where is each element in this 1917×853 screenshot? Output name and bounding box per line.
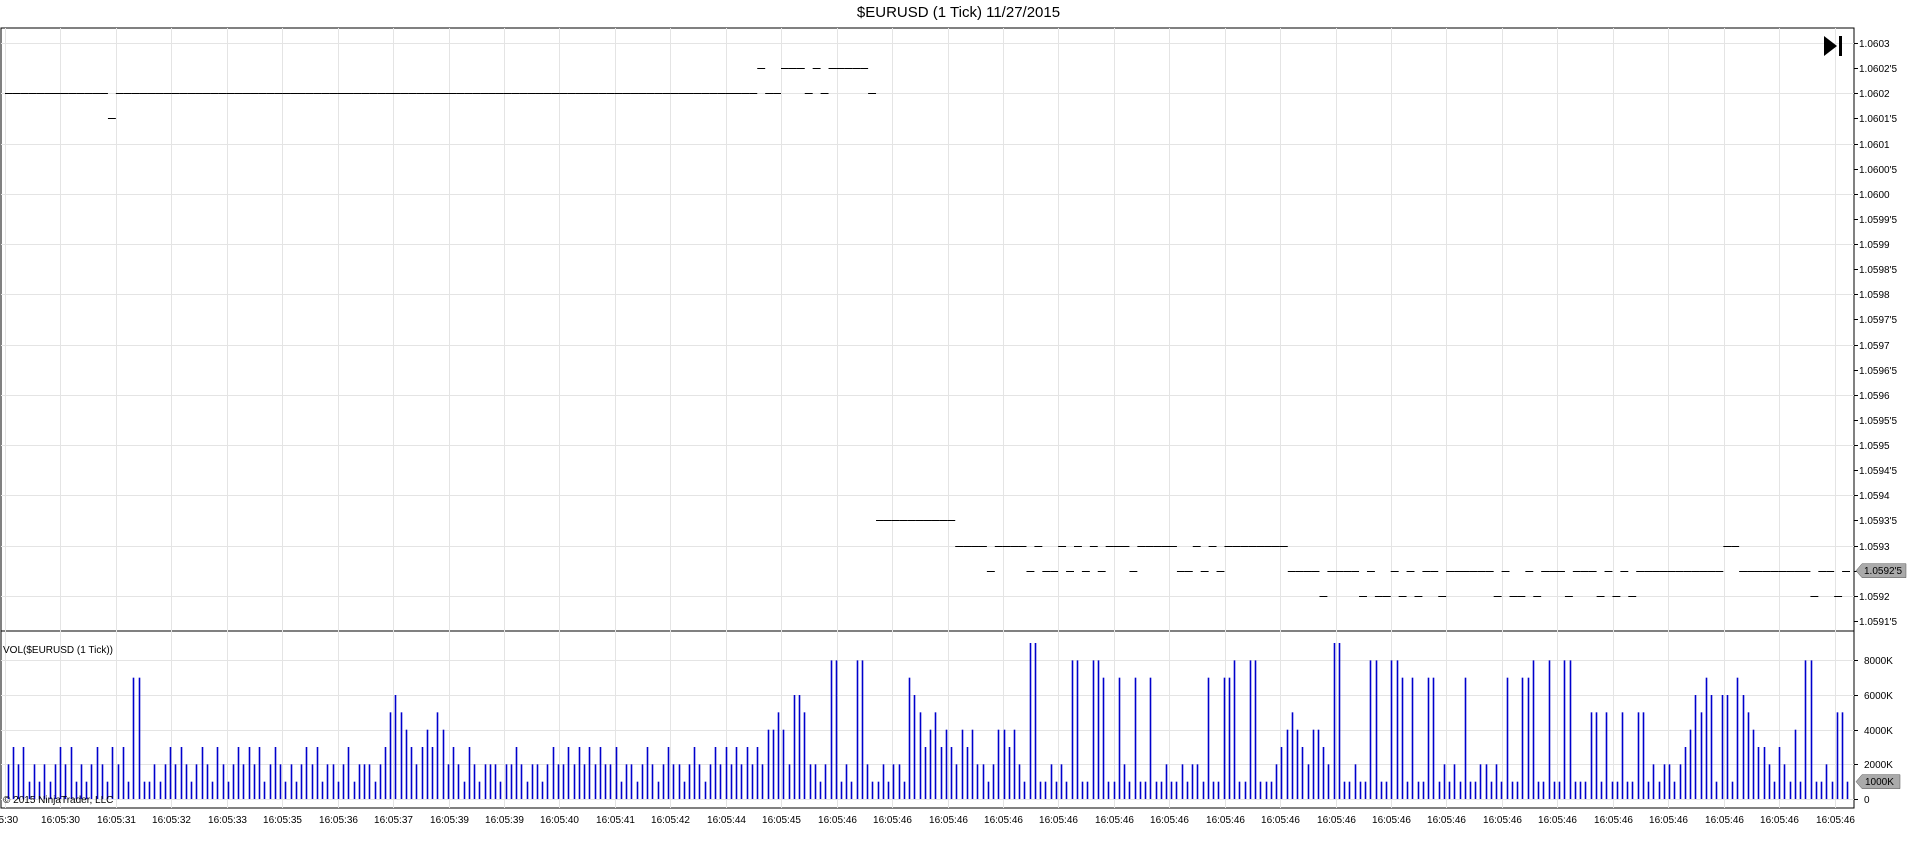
last-price-label: 1.0592'5: [1864, 566, 1902, 577]
time-tick-label: 16:05:46: [1427, 815, 1466, 826]
time-tick-label: 16:05:46: [1594, 815, 1633, 826]
time-tick-label: 16:05:39: [430, 815, 469, 826]
price-tick-label: 1.0598'5: [1859, 265, 1897, 276]
time-tick-label: 16:05:46: [818, 815, 857, 826]
time-tick-label: 16:05:39: [485, 815, 524, 826]
price-tick-label: 1.0593: [1859, 542, 1890, 553]
time-tick-label: 16:05:33: [208, 815, 247, 826]
time-tick-label: 16:05:46: [1150, 815, 1189, 826]
time-tick-label: 16:05:46: [1705, 815, 1744, 826]
time-tick-label: 05:30: [0, 815, 18, 826]
last-price-marker: 1.0592'5: [1855, 563, 1907, 578]
time-tick-label: 16:05:36: [319, 815, 358, 826]
time-tick-label: 16:05:46: [1760, 815, 1799, 826]
time-axis: 05:30 16:05:30 16:05:31 16:05:32 16:05:33 16:…: [0, 815, 1855, 826]
time-tick-label: 16:05:46: [1649, 815, 1688, 826]
time-tick-label: 16:05:46: [1039, 815, 1078, 826]
price-tick-label: 1.0601: [1859, 140, 1890, 151]
time-tick-label: 16:05:46: [1261, 815, 1300, 826]
price-tick-label: 1.0597: [1859, 341, 1890, 352]
volume-panel-frame: [0, 630, 1855, 809]
volume-tick-label: 4000K: [1864, 726, 1893, 737]
time-tick-label: 16:05:46: [1372, 815, 1411, 826]
time-tick-label: 16:05:44: [707, 815, 746, 826]
price-tick-label: 1.0591'5: [1859, 617, 1897, 628]
time-tick-label: 16:05:40: [540, 815, 579, 826]
volume-axis: 8000K 6000K 4000K 2000K 0: [1854, 656, 1893, 806]
price-tick-label: 1.0602'5: [1859, 64, 1897, 75]
volume-tick-label: 8000K: [1864, 656, 1893, 667]
price-tick-label: 1.0595'5: [1859, 416, 1897, 427]
price-tick-label: 1.0593'5: [1859, 516, 1897, 527]
time-tick-label: 16:05:35: [263, 815, 302, 826]
volume-panel-label: VOL($EURUSD (1 Tick)): [3, 645, 113, 656]
price-tick-label: 1.0600: [1859, 190, 1890, 201]
time-tick-label: 16:05:46: [1483, 815, 1522, 826]
volume-tick-label: 6000K: [1864, 691, 1893, 702]
time-tick-label: 16:05:32: [152, 815, 191, 826]
volume-tick-label: 2000K: [1864, 760, 1893, 771]
price-tick-label: 1.0597'5: [1859, 315, 1897, 326]
volume-series: [7, 643, 1849, 799]
last-volume-marker: 1000K: [1855, 774, 1901, 789]
time-tick-label: 16:05:45: [762, 815, 801, 826]
time-tick-label: 16:05:46: [1206, 815, 1245, 826]
chart-title: $EURUSD (1 Tick) 11/27/2015: [856, 4, 1061, 21]
volume-tick-label: 0: [1864, 795, 1870, 806]
time-tick-label: 16:05:46: [873, 815, 912, 826]
time-tick-label: 16:05:31: [97, 815, 136, 826]
time-tick-label: 16:05:46: [1816, 815, 1855, 826]
price-tick-label: 1.0596: [1859, 391, 1890, 402]
time-tick-label: 16:05:46: [1095, 815, 1134, 826]
price-tick-label: 1.0592: [1859, 592, 1890, 603]
copyright-text: © 2015 NinjaTrader, LLC: [3, 795, 114, 806]
price-tick-label: 1.0598: [1859, 290, 1890, 301]
price-tick-label: 1.0595: [1859, 441, 1890, 452]
price-tick-label: 1.0599: [1859, 240, 1890, 251]
price-panel-frame: [0, 27, 1855, 632]
price-tick-label: 1.0600'5: [1859, 165, 1897, 176]
price-tick-label: 1.0601'5: [1859, 114, 1897, 125]
time-tick-label: 16:05:30: [41, 815, 80, 826]
time-tick-label: 16:05:46: [929, 815, 968, 826]
time-tick-label: 16:05:37: [374, 815, 413, 826]
price-tick-label: 1.0596'5: [1859, 366, 1897, 377]
skip-to-end-icon[interactable]: [1824, 36, 1842, 56]
last-volume-label: 1000K: [1865, 777, 1894, 788]
time-tick-label: 16:05:42: [651, 815, 690, 826]
price-tick-label: 1.0602: [1859, 89, 1890, 100]
price-tick-label: 1.0594: [1859, 491, 1890, 502]
price-tick-label: 1.0599'5: [1859, 215, 1897, 226]
price-axis: 1.0603 1.0602'5 1.0602 1.0601'5 1.0601 1.0600…: [1854, 39, 1897, 628]
price-tick-label: 1.0603: [1859, 39, 1890, 50]
time-tick-label: 16:05:41: [596, 815, 635, 826]
time-tick-label: 16:05:46: [984, 815, 1023, 826]
time-tick-label: 16:05:46: [1538, 815, 1577, 826]
time-tick-label: 16:05:46: [1317, 815, 1356, 826]
price-series: [5, 68, 1850, 597]
price-tick-label: 1.0594'5: [1859, 466, 1897, 477]
grid-layer: [1, 28, 1854, 808]
